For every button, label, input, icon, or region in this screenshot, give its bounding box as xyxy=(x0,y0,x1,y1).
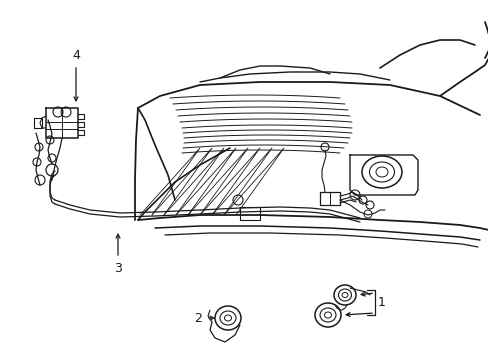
Text: 2: 2 xyxy=(194,311,202,324)
Text: 3: 3 xyxy=(114,262,122,275)
Text: 1: 1 xyxy=(377,296,385,309)
Text: 4: 4 xyxy=(72,49,80,62)
